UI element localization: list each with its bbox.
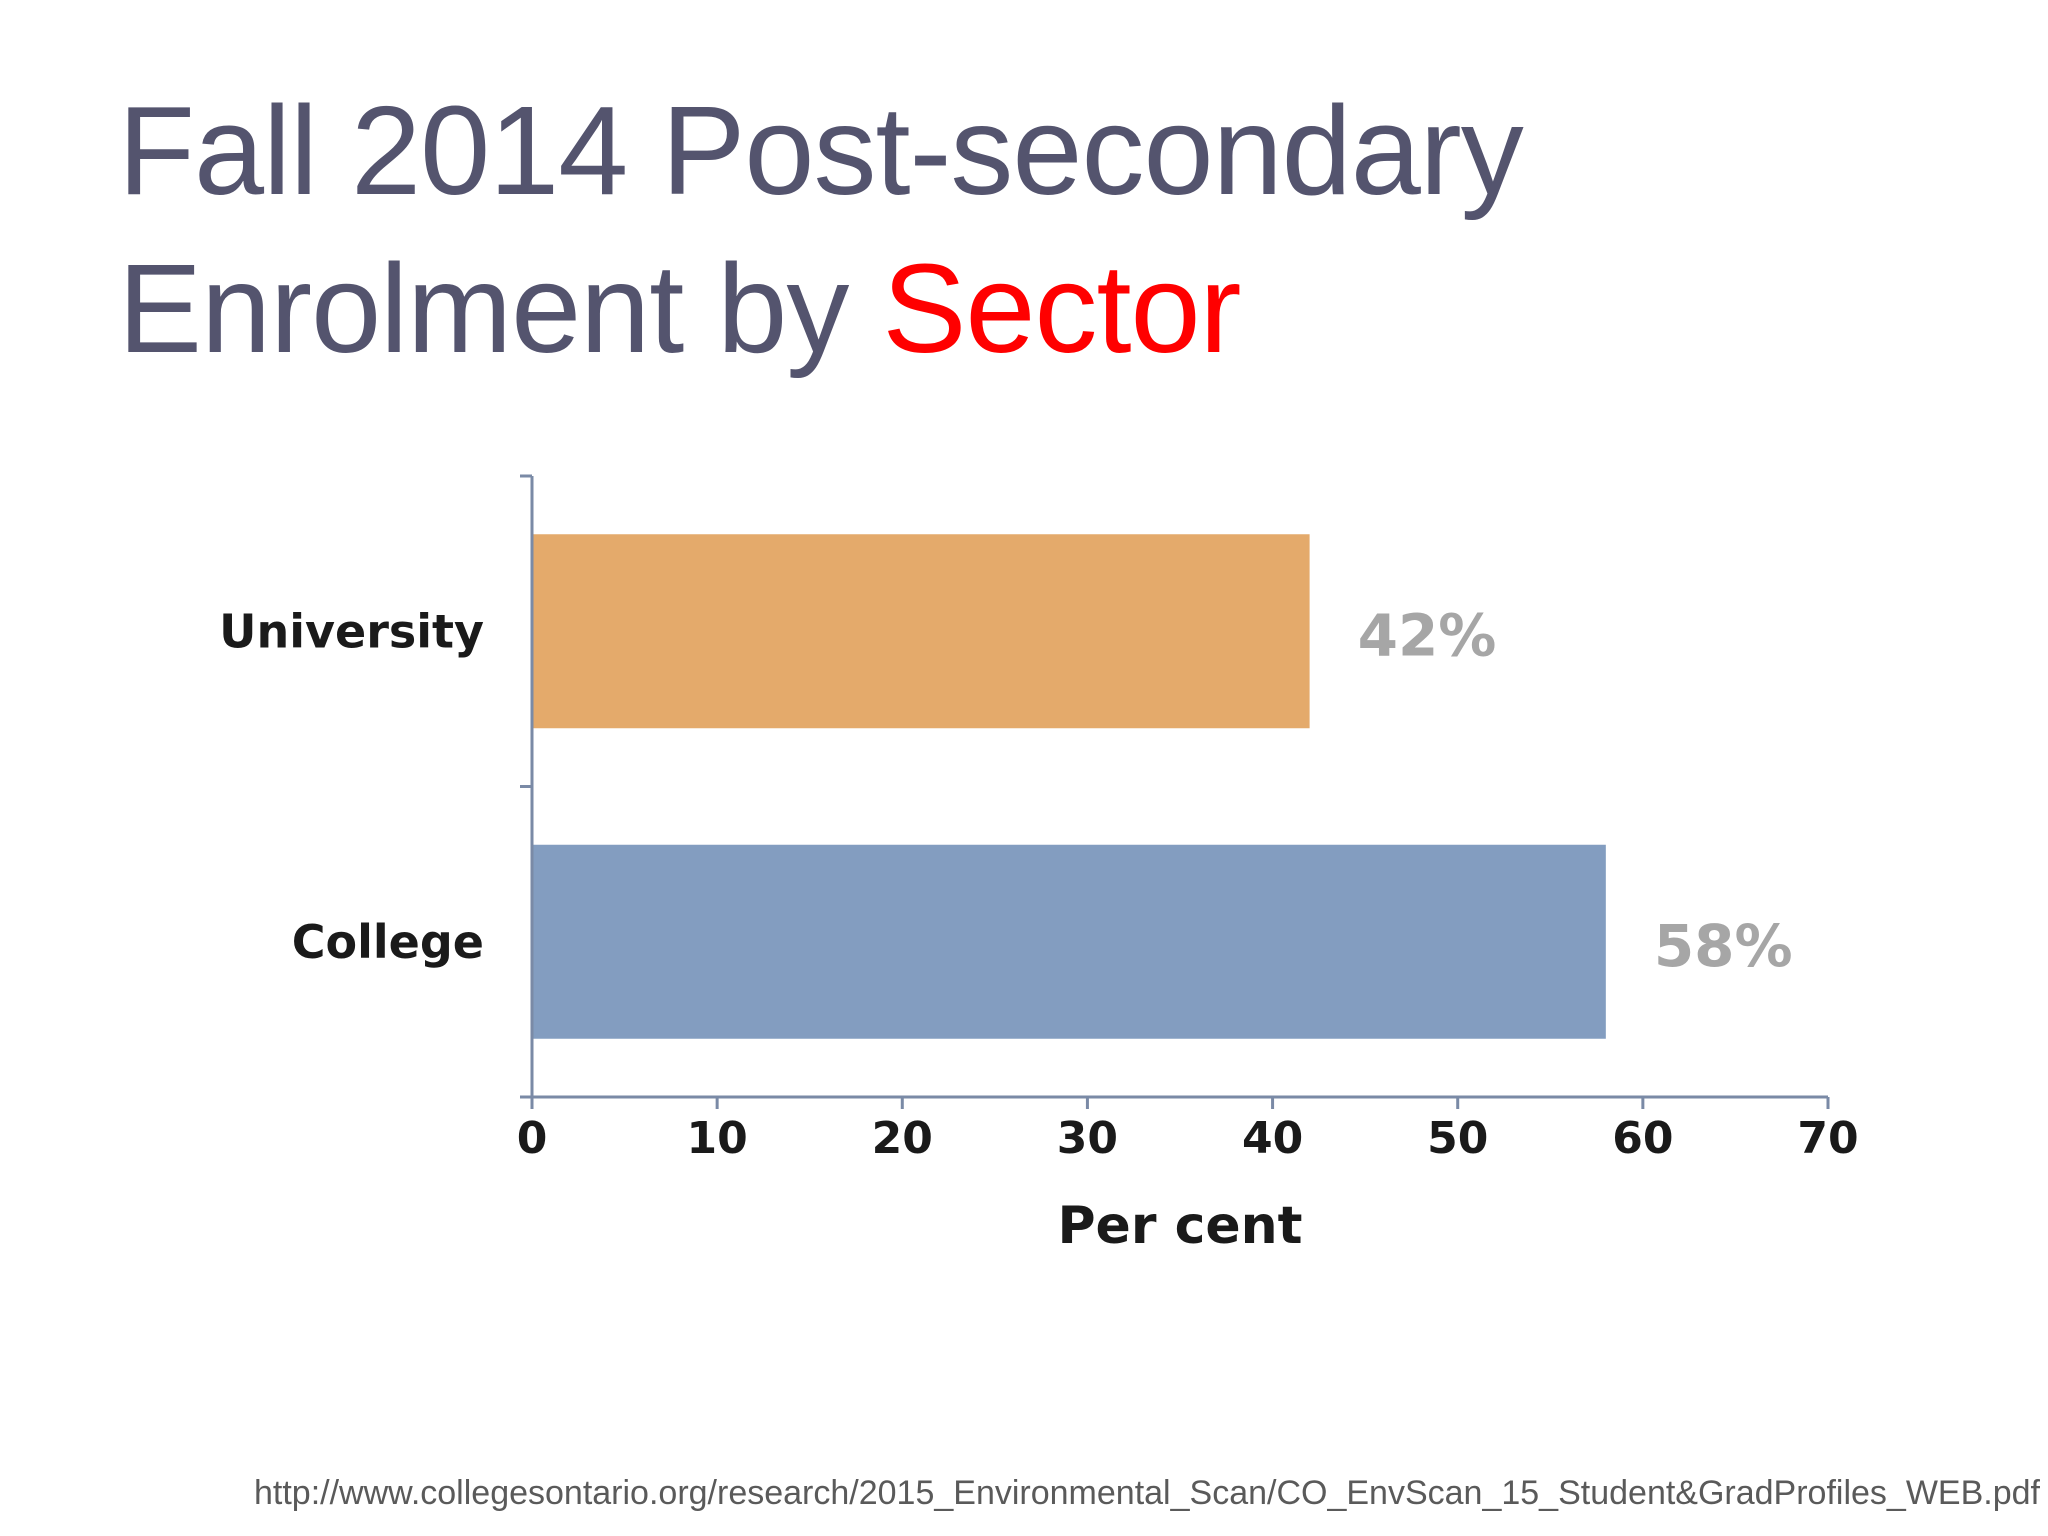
bar-college bbox=[532, 844, 1606, 1039]
x-tick-label: 40 bbox=[1242, 1113, 1303, 1164]
x-tick-label: 10 bbox=[687, 1113, 748, 1164]
x-tick-label: 70 bbox=[1797, 1113, 1858, 1164]
title-line-1: Fall 2014 Post-secondary bbox=[118, 80, 1524, 221]
title-line-2-prefix: Enrolment by bbox=[118, 238, 883, 379]
source-url: http://www.collegesontario.org/research/… bbox=[253, 1474, 2040, 1512]
category-label-university: University bbox=[219, 604, 484, 658]
title-line-2-accent: Sector bbox=[882, 238, 1241, 379]
x-tick-label: 50 bbox=[1427, 1113, 1488, 1164]
x-axis-title: Per cent bbox=[1057, 1196, 1302, 1256]
data-label-college: 58% bbox=[1654, 912, 1793, 980]
x-tick-label: 0 bbox=[517, 1113, 548, 1164]
x-tick-label: 30 bbox=[1057, 1113, 1118, 1164]
bar-university bbox=[532, 534, 1310, 729]
x-tick-label: 60 bbox=[1612, 1113, 1673, 1164]
bar-chart: University 42% College 58% 0 10 20 30 40 50 60 70 Pe… bbox=[219, 474, 1859, 1256]
category-label-college: College bbox=[292, 915, 484, 969]
x-tick-label: 20 bbox=[872, 1113, 933, 1164]
data-label-university: 42% bbox=[1358, 601, 1497, 669]
slide-title: Fall 2014 Post-secondary Enrolment by Se… bbox=[118, 72, 1524, 388]
